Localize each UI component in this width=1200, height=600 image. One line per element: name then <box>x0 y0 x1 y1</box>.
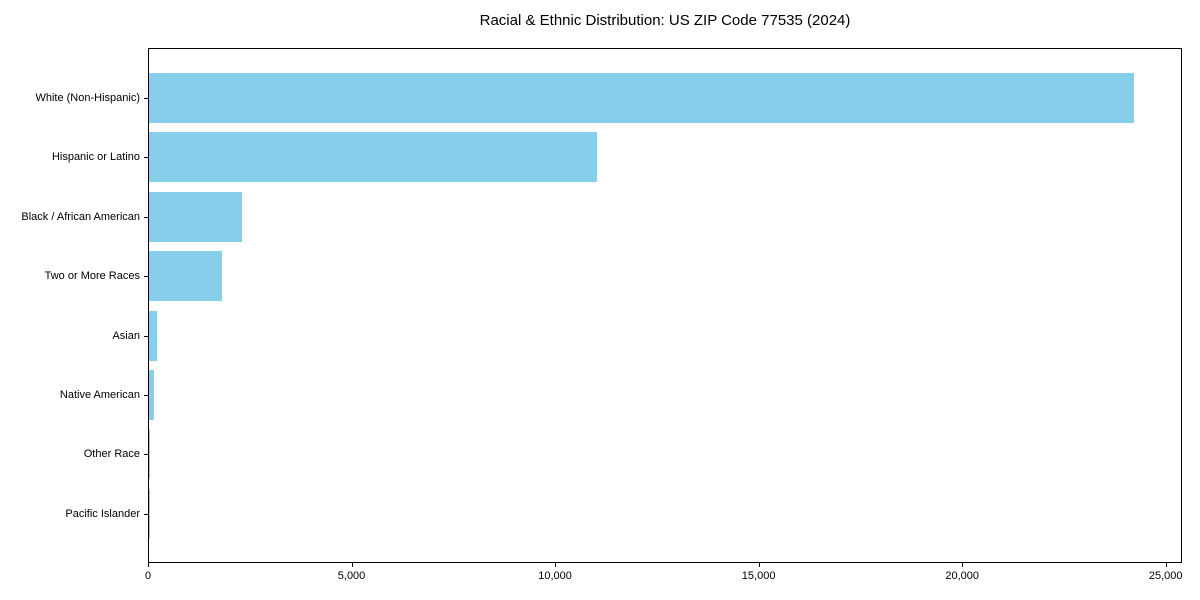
x-tick-label: 15,000 <box>741 570 776 582</box>
y-axis-label: Black / African American <box>21 210 140 223</box>
y-tick <box>144 513 148 515</box>
y-tick <box>144 276 148 278</box>
y-axis-label: Asian <box>112 329 140 342</box>
x-tick <box>1165 563 1167 567</box>
y-axis-label: Pacific Islander <box>65 507 140 520</box>
bar-asian <box>149 310 158 361</box>
y-tick <box>144 454 148 456</box>
chart-title: Racial & Ethnic Distribution: US ZIP Cod… <box>479 12 851 29</box>
x-tick-label: 0 <box>144 570 152 582</box>
y-tick <box>144 216 148 218</box>
bar-native-american <box>149 370 155 420</box>
bar-white-non-hispanic <box>149 73 1135 123</box>
y-tick <box>144 335 148 337</box>
x-tick <box>148 563 149 567</box>
y-axis-label: Other Race <box>83 448 140 461</box>
x-tick <box>758 563 760 567</box>
y-axis-label: White (Non-Hispanic) <box>35 92 140 104</box>
bar-other-race <box>149 429 151 480</box>
y-tick <box>144 395 148 396</box>
bar-hispanic-or-latino <box>149 132 597 183</box>
y-axis-label: Hispanic or Latino <box>51 151 140 164</box>
y-tick <box>144 98 148 99</box>
x-tick-label: 25,000 <box>1148 570 1183 582</box>
y-tick <box>144 157 148 159</box>
x-tick-label: 5,000 <box>337 570 366 582</box>
bar-two-or-more-races <box>149 251 222 302</box>
x-tick <box>351 563 353 567</box>
x-tick-label: 10,000 <box>538 570 572 582</box>
bar-black-african-american <box>149 191 242 242</box>
x-tick <box>555 563 557 567</box>
x-tick-label: 20,000 <box>945 570 979 582</box>
y-axis-label: Two or More Races <box>44 270 140 283</box>
y-axis-label: Native American <box>59 389 140 401</box>
x-tick <box>962 563 964 567</box>
plot-area <box>148 48 1182 563</box>
